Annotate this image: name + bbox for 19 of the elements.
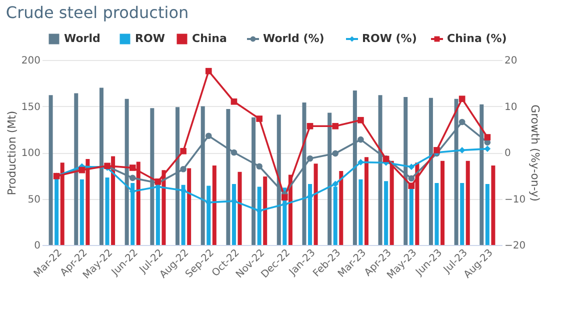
- y-tick-label: 100: [21, 148, 40, 159]
- y2-axis-title: Growth (%y-on-y): [528, 104, 542, 202]
- legend-label: China (%): [447, 32, 507, 45]
- chart-title: Crude steel production: [6, 3, 189, 22]
- y-tick-label: 50: [28, 194, 40, 206]
- legend-label: China: [192, 32, 227, 45]
- y2-tick-label: 0: [504, 148, 511, 159]
- y2-tick-label: −10: [504, 194, 526, 206]
- y-tick-label: 150: [21, 102, 40, 113]
- y-tick-label: 200: [21, 56, 40, 66]
- legend-label: ROW: [135, 32, 165, 45]
- y2-tick-label: 10: [504, 102, 518, 113]
- legend-label: ROW (%): [362, 32, 417, 45]
- y-axis-title: Production (Mt): [5, 110, 18, 196]
- y2-tick-label: −20: [504, 240, 526, 252]
- legend-label: World (%): [263, 32, 324, 45]
- y2-tick-label: 20: [504, 56, 518, 66]
- legend-label: World: [64, 32, 100, 45]
- y-tick-label: 0: [34, 240, 40, 252]
